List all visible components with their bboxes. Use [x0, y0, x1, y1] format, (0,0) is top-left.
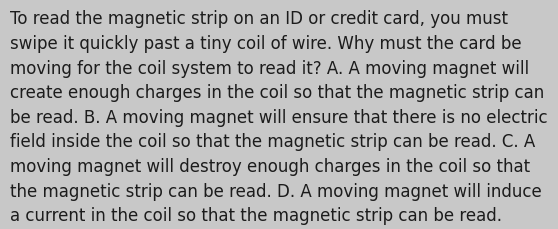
- Text: To read the magnetic strip on an ID or credit card, you must: To read the magnetic strip on an ID or c…: [10, 10, 508, 28]
- Text: create enough charges in the coil so that the magnetic strip can: create enough charges in the coil so tha…: [10, 84, 544, 102]
- Text: moving for the coil system to read it? A. A moving magnet will: moving for the coil system to read it? A…: [10, 59, 529, 77]
- Text: a current in the coil so that the magnetic strip can be read.: a current in the coil so that the magnet…: [10, 206, 502, 224]
- Text: field inside the coil so that the magnetic strip can be read. C. A: field inside the coil so that the magnet…: [10, 133, 535, 151]
- Text: be read. B. A moving magnet will ensure that there is no electric: be read. B. A moving magnet will ensure …: [10, 108, 547, 126]
- Text: swipe it quickly past a tiny coil of wire. Why must the card be: swipe it quickly past a tiny coil of wir…: [10, 35, 522, 53]
- Text: moving magnet will destroy enough charges in the coil so that: moving magnet will destroy enough charge…: [10, 157, 530, 175]
- Text: the magnetic strip can be read. D. A moving magnet will induce: the magnetic strip can be read. D. A mov…: [10, 182, 542, 200]
